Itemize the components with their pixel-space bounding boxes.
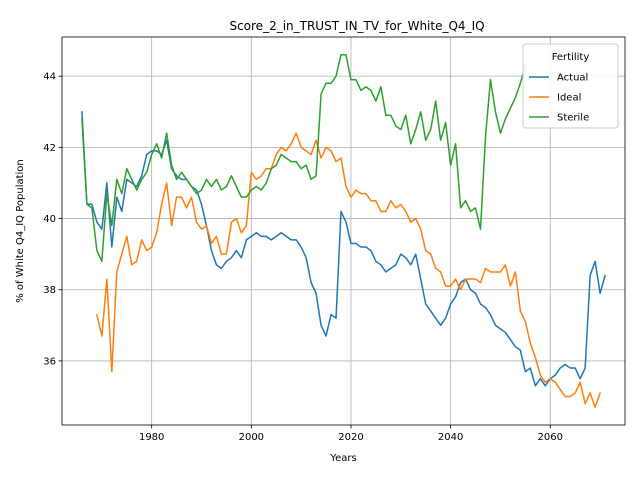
x-tick-label: 2020 [338, 432, 363, 443]
legend-label-ideal: Ideal [557, 93, 581, 104]
y-tick-label: 42 [43, 143, 56, 154]
series-lines [81, 54, 606, 408]
chart-title: Score_2_in_TRUST_IN_TV_for_White_Q4_IQ [229, 19, 484, 33]
y-tick-label: 36 [43, 356, 56, 367]
y-tick-label: 38 [43, 285, 56, 296]
y-axis-label: % of White Q4_IQ Population [15, 159, 26, 303]
y-tick-label: 44 [43, 72, 56, 83]
x-axis-ticks: 1980 2000 2020 2040 2060 [139, 425, 563, 443]
x-tick-label: 2040 [438, 432, 463, 443]
series-line-sterile [81, 54, 527, 263]
legend-title: Fertility [552, 52, 590, 63]
series-line-ideal [96, 132, 601, 408]
series-line-actual [81, 111, 606, 387]
legend: Fertility Actual Ideal Sterile [522, 43, 619, 129]
x-axis-label: Years [329, 453, 356, 464]
x-tick-label: 2000 [239, 432, 264, 443]
legend-label-actual: Actual [557, 73, 588, 84]
legend-box [522, 43, 619, 129]
y-tick-label: 40 [43, 214, 56, 225]
y-axis-ticks: 36 38 40 42 44 [43, 72, 62, 367]
x-tick-label: 2060 [538, 432, 563, 443]
legend-label-sterile: Sterile [557, 113, 589, 124]
x-tick-label: 1980 [139, 432, 164, 443]
legend-items: Actual Ideal Sterile [529, 73, 589, 124]
plot-frame [61, 36, 626, 426]
